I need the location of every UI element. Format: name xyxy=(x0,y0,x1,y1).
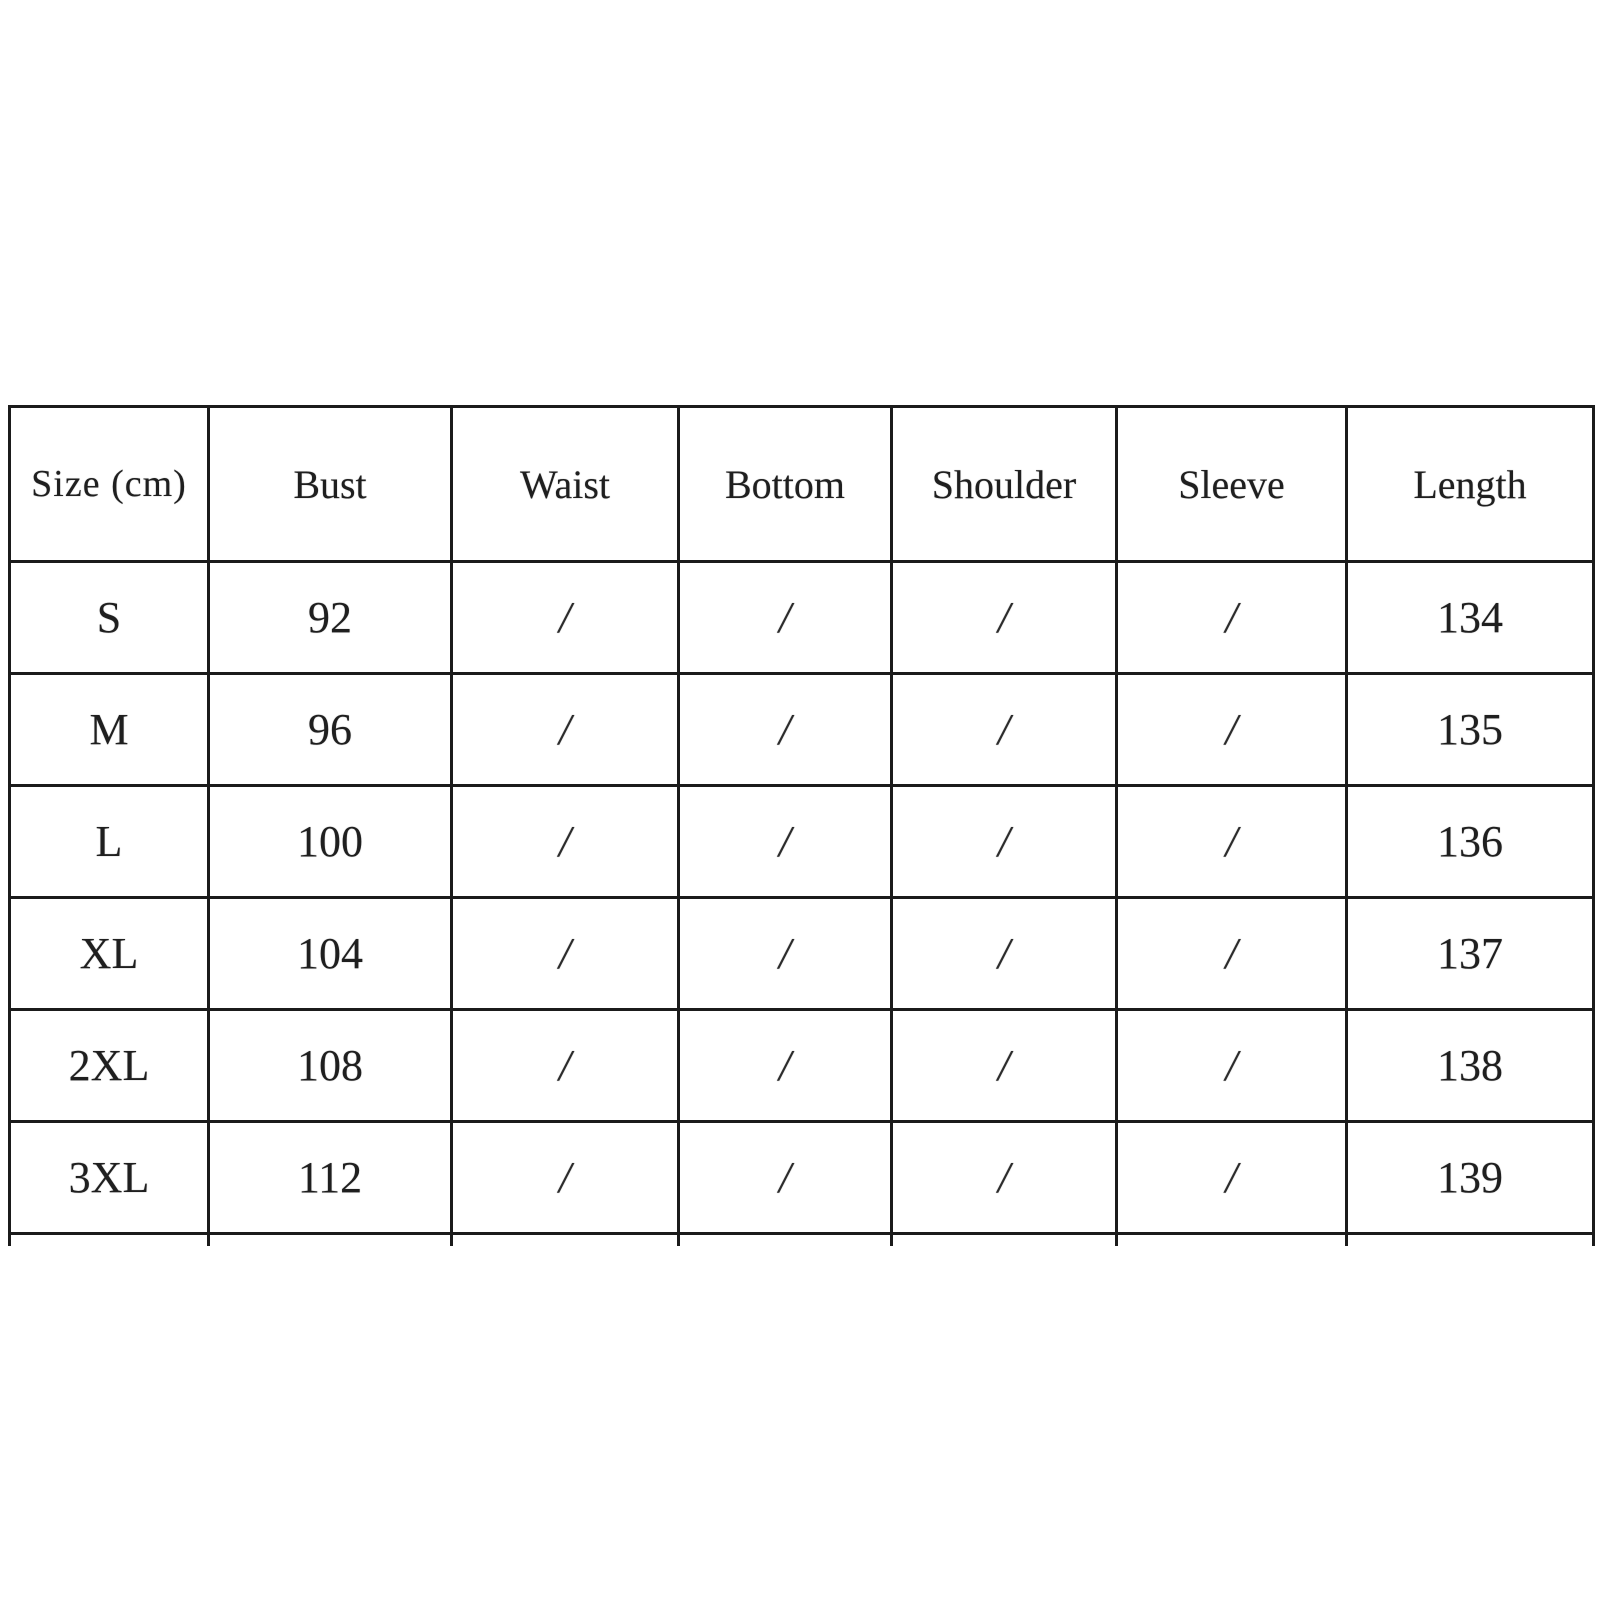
header-shoulder: Shoulder xyxy=(890,405,1118,563)
table-row-xl: XL 104 / / / / 137 xyxy=(8,896,1595,1011)
length-value: 135 xyxy=(1345,672,1595,787)
header-waist: Waist xyxy=(450,405,680,563)
length-value: 134 xyxy=(1345,560,1595,675)
waist-value: / xyxy=(450,560,680,675)
bust-value: 92 xyxy=(207,560,453,675)
shoulder-value: / xyxy=(890,672,1118,787)
header-row: Size (cm) Bust Waist Bottom Shoulder Sle… xyxy=(8,405,1595,563)
length-value: 136 xyxy=(1345,784,1595,899)
header-bust: Bust xyxy=(207,405,453,563)
waist-value: / xyxy=(450,1008,680,1123)
bottom-line-stubs xyxy=(8,1233,1595,1246)
bottom-value: / xyxy=(677,896,893,1011)
shoulder-value: / xyxy=(890,1008,1118,1123)
size-chart-table: Size (cm) Bust Waist Bottom Shoulder Sle… xyxy=(8,405,1595,1246)
bottom-value: / xyxy=(677,1008,893,1123)
size-label: XL xyxy=(8,896,210,1011)
size-label: M xyxy=(8,672,210,787)
bust-value: 104 xyxy=(207,896,453,1011)
size-label: 2XL xyxy=(8,1008,210,1123)
length-value: 138 xyxy=(1345,1008,1595,1123)
sleeve-value: / xyxy=(1115,560,1348,675)
size-label: L xyxy=(8,784,210,899)
sleeve-value: / xyxy=(1115,784,1348,899)
size-label: 3XL xyxy=(8,1120,210,1235)
shoulder-value: / xyxy=(890,896,1118,1011)
table-row-3xl: 3XL 112 / / / / 139 xyxy=(8,1120,1595,1235)
bottom-value: / xyxy=(677,560,893,675)
sleeve-value: / xyxy=(1115,896,1348,1011)
bust-value: 108 xyxy=(207,1008,453,1123)
sleeve-value: / xyxy=(1115,672,1348,787)
table-row-l: L 100 / / / / 136 xyxy=(8,784,1595,899)
bust-value: 96 xyxy=(207,672,453,787)
shoulder-value: / xyxy=(890,1120,1118,1235)
waist-value: / xyxy=(450,896,680,1011)
header-sleeve: Sleeve xyxy=(1115,405,1348,563)
waist-value: / xyxy=(450,784,680,899)
length-value: 137 xyxy=(1345,896,1595,1011)
sleeve-value: / xyxy=(1115,1008,1348,1123)
table-row-m: M 96 / / / / 135 xyxy=(8,672,1595,787)
bottom-value: / xyxy=(677,1120,893,1235)
header-bottom: Bottom xyxy=(677,405,893,563)
bottom-value: / xyxy=(677,784,893,899)
size-label: S xyxy=(8,560,210,675)
waist-value: / xyxy=(450,1120,680,1235)
bust-value: 112 xyxy=(207,1120,453,1235)
table-row-s: S 92 / / / / 134 xyxy=(8,560,1595,675)
shoulder-value: / xyxy=(890,784,1118,899)
waist-value: / xyxy=(450,672,680,787)
header-size: Size (cm) xyxy=(8,405,210,563)
header-length: Length xyxy=(1345,405,1595,563)
shoulder-value: / xyxy=(890,560,1118,675)
bottom-value: / xyxy=(677,672,893,787)
sleeve-value: / xyxy=(1115,1120,1348,1235)
length-value: 139 xyxy=(1345,1120,1595,1235)
table-row-2xl: 2XL 108 / / / / 138 xyxy=(8,1008,1595,1123)
bust-value: 100 xyxy=(207,784,453,899)
